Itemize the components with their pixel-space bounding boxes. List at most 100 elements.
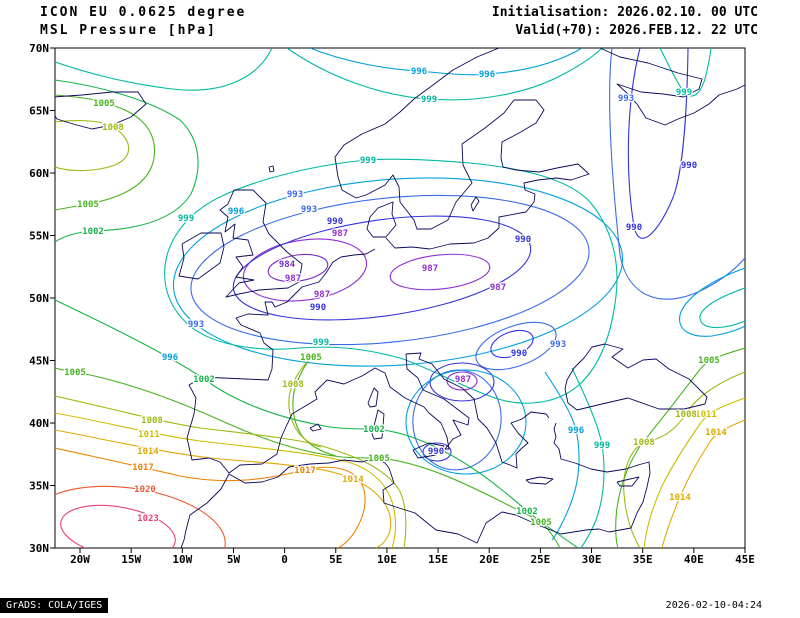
contour-label-1017: 1017 <box>294 466 316 476</box>
contour-label-984: 984 <box>279 260 296 270</box>
valid-time: Valid(+70): 2026.FEB.12. 22 UTC <box>515 23 758 38</box>
contour-label-990: 990 <box>511 349 527 359</box>
lat-tick-label: 45N <box>29 355 49 368</box>
isobar-1008-alps <box>288 361 322 448</box>
contour-label-993: 993 <box>188 320 204 330</box>
isobar-1008-africa <box>55 395 407 548</box>
contour-label-996: 996 <box>228 207 244 217</box>
field-title: MSL Pressure [hPa] <box>40 23 217 38</box>
isobar-993-ne-trough <box>609 48 745 300</box>
contour-label-1002: 1002 <box>363 425 385 435</box>
grads-credit: GrADS: COLA/IGES <box>0 598 109 613</box>
contour-label-1020: 1020 <box>134 485 156 495</box>
contour-label-996: 996 <box>162 353 178 363</box>
lat-tick-label: 40N <box>29 417 49 430</box>
contour-label-996: 996 <box>479 70 495 80</box>
contour-label-1017: 1017 <box>132 463 154 473</box>
isobar-990-balkan <box>490 329 534 359</box>
isobar-999-north <box>286 48 603 101</box>
model-title: ICON EU 0.0625 degree <box>40 5 247 20</box>
lat-tick-label: 65N <box>29 105 49 118</box>
isobars <box>55 48 745 548</box>
coastline-ireland <box>178 232 225 280</box>
lat-tick-label: 50N <box>29 292 49 305</box>
isobar-996-north <box>309 48 583 76</box>
isobar-1002-south-med <box>55 299 579 548</box>
isobar-1011-east <box>643 397 745 548</box>
contour-label-990: 990 <box>515 235 531 245</box>
contour-label-1008: 1008 <box>282 380 304 390</box>
contour-label-987: 987 <box>285 274 301 284</box>
isobar-996-east-tongue <box>679 267 745 337</box>
contour-label-999: 999 <box>178 214 194 224</box>
contour-label-1014: 1014 <box>137 447 159 457</box>
isobar-996-aegean <box>544 371 580 541</box>
lon-tick-label: 10W <box>172 553 192 566</box>
coastline-scandinavia <box>334 48 500 199</box>
coastline-mainland-west <box>186 248 550 474</box>
isobar-999-main <box>164 158 618 404</box>
isobar-1014-africa <box>55 429 392 548</box>
contour-label-1023: 1023 <box>137 514 159 524</box>
lon-tick-label: 25E <box>530 553 550 566</box>
isobar-999-norwegian-sea <box>55 48 273 91</box>
isobar-1002-atlantic <box>55 79 199 243</box>
contour-label-1005: 1005 <box>530 518 552 528</box>
contour-label-996: 996 <box>568 426 584 436</box>
lon-tick-label: 0 <box>281 553 288 566</box>
coastlines <box>55 48 745 548</box>
lon-tick-label: 20W <box>70 553 90 566</box>
contour-label-1008: 1008 <box>141 416 163 426</box>
lat-tick-label: 30N <box>29 542 49 555</box>
isobar-990-tyrrhenian <box>422 442 452 462</box>
lon-tick-label: 30E <box>582 553 602 566</box>
coastline-baltic <box>355 99 590 250</box>
contour-label-990: 990 <box>626 223 642 233</box>
lon-tick-label: 15W <box>121 553 141 566</box>
contour-label-1008: 1008 <box>102 123 124 133</box>
isobar-1014-east <box>661 419 745 548</box>
header-left: ICON EU 0.0625 degree MSL Pressure [hPa] <box>40 4 246 40</box>
contour-label-996: 996 <box>411 67 427 77</box>
isobar-1005-south-med <box>55 367 561 548</box>
contour-label-1005: 1005 <box>64 368 86 378</box>
contour-label-1011: 1011 <box>695 410 717 420</box>
coastline-great-britain <box>219 189 303 298</box>
contour-label-993: 993 <box>618 94 634 104</box>
isobar-1017-africa <box>55 447 366 548</box>
lon-tick-label: 10E <box>377 553 397 566</box>
contour-label-999: 999 <box>421 95 437 105</box>
contour-label-987: 987 <box>455 375 471 385</box>
coastline-black-sea <box>564 343 708 411</box>
isobar-993-main <box>190 194 590 346</box>
isobar-999-aegean <box>571 367 605 548</box>
contour-label-990: 990 <box>428 447 444 457</box>
creation-timestamp: 2026-02-10-04:24 <box>665 600 762 611</box>
coastline-turkey-levant-africa <box>180 422 651 548</box>
header-right: Initialisation: 2026.02.10. 00 UTC Valid… <box>492 4 758 40</box>
contour-label-1014: 1014 <box>705 428 727 438</box>
contour-label-993: 993 <box>550 340 566 350</box>
isobar-990-main <box>232 215 532 321</box>
lon-tick-label: 5W <box>227 553 241 566</box>
isobar-990-ne-trough <box>627 48 689 239</box>
map-frame <box>54 47 746 549</box>
contour-label-999: 999 <box>676 88 692 98</box>
lat-tick-label: 55N <box>29 230 49 243</box>
contour-label-1002: 1002 <box>516 507 538 517</box>
lon-tick-label: 40E <box>684 553 704 566</box>
contour-label-1005: 1005 <box>77 200 99 210</box>
lon-tick-label: 35E <box>633 553 653 566</box>
contour-label-1002: 1002 <box>193 375 215 385</box>
isobar-1011-africa <box>55 412 397 548</box>
contour-label-993: 993 <box>301 205 317 215</box>
contour-label-987: 987 <box>422 264 438 274</box>
lat-tick-label: 60N <box>29 167 49 180</box>
isobar-1005-east <box>615 347 745 548</box>
coastline-islands <box>268 165 640 487</box>
contour-label-990: 990 <box>310 303 326 313</box>
contour-label-990: 990 <box>327 217 343 227</box>
contour-label-1002: 1002 <box>82 227 104 237</box>
lon-tick-label: 15E <box>428 553 448 566</box>
